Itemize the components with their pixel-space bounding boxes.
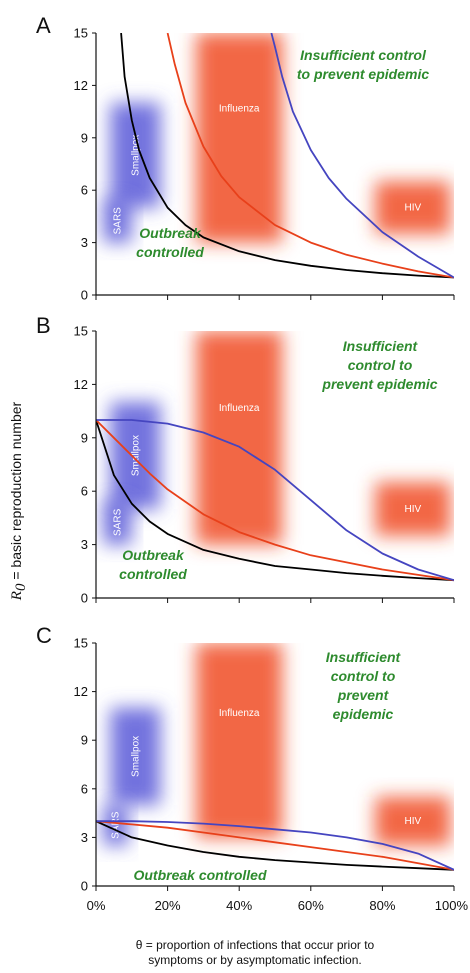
x-tick-label: 60% xyxy=(298,898,324,913)
blob-label-sars: SARS xyxy=(111,811,122,839)
blob-label-sars: SARS xyxy=(112,508,123,536)
x-axis-label-line-2: symptoms or by asymptomatic infection. xyxy=(148,953,362,967)
y-tick-label: 15 xyxy=(74,26,88,41)
region-label-outbreak-controlled: Outbreak controlled xyxy=(133,867,266,883)
blob-sars xyxy=(103,805,129,846)
blob-sars xyxy=(103,198,132,243)
panel-b: B Influenza HIV Smallpox SARS 0 3 6 9 12 15 Insuffi… xyxy=(36,313,455,606)
y-axis-label-symbol: R xyxy=(9,591,26,601)
y-tick-label: 6 xyxy=(81,484,88,499)
blob-hiv xyxy=(375,181,451,234)
y-tick-label: 15 xyxy=(74,636,88,651)
x-axis-label-line-1: θ = proportion of infections that occur … xyxy=(135,938,375,952)
blob-label-hiv: HIV xyxy=(404,504,421,515)
y-tick-label: 6 xyxy=(81,183,88,198)
region-label-insufficient-control: Insufficient control to prevent epidemic xyxy=(297,47,429,82)
y-axis-label: R0 = basic reproduction number xyxy=(4,402,34,600)
y-tick-label: 12 xyxy=(74,78,88,93)
blob-smallpox xyxy=(110,102,161,208)
curve-red xyxy=(96,419,454,582)
blob-label-smallpox: Smallpox xyxy=(130,736,141,777)
region-label-outbreak-controlled: Outbreak controlled xyxy=(119,547,187,582)
x-axis-label: θ = proportion of infections that occur … xyxy=(90,938,420,968)
figure-canvas: A Influenza HIV Smallpox SARS 0 3 6 9 12 15 Insuffi… xyxy=(36,13,468,913)
blob-influenza xyxy=(196,643,283,838)
y-tick-label: 9 xyxy=(81,130,88,145)
y-tick-label: 9 xyxy=(81,733,88,748)
x-tick-label: 20% xyxy=(155,898,181,913)
y-tick-label: 0 xyxy=(81,288,88,303)
y-tick-label: 0 xyxy=(81,591,88,606)
curve-blue xyxy=(96,820,454,871)
panel-c: C Influenza HIV Smallpox SARS 0 3 6 9 12 15 0% 20% 40… xyxy=(36,623,468,913)
curve-black xyxy=(96,820,454,871)
y-tick-label: 3 xyxy=(81,537,88,552)
curve-blue xyxy=(270,33,454,279)
region-label-outbreak-controlled: Outbreak controlled xyxy=(136,225,204,260)
region-label-insufficient-control: Insufficient control to prevent epidemic xyxy=(321,338,437,392)
region-label-insufficient-control: Insufficient control to prevent epidemic xyxy=(326,649,402,722)
y-tick-label: 6 xyxy=(81,781,88,796)
y-tick-label: 12 xyxy=(74,377,88,392)
y-tick-label: 12 xyxy=(74,684,88,699)
blob-influenza xyxy=(196,331,283,545)
y-tick-label: 15 xyxy=(74,324,88,339)
blob-label-sars: SARS xyxy=(112,207,123,235)
blob-label-smallpox: Smallpox xyxy=(130,435,141,476)
curve-blue xyxy=(96,419,454,582)
blob-smallpox xyxy=(110,707,161,805)
panel-letter: B xyxy=(36,313,51,338)
blob-label-influenza: Influenza xyxy=(219,403,260,414)
x-tick-label: 100% xyxy=(435,898,469,913)
y-axis-label-text: = basic reproduction number xyxy=(8,401,25,584)
x-tick-label: 40% xyxy=(226,898,252,913)
blob-label-hiv: HIV xyxy=(404,203,421,214)
y-tick-label: 3 xyxy=(81,235,88,250)
panel-letter: A xyxy=(36,13,51,38)
blob-influenza xyxy=(196,33,283,243)
x-tick-label: 0% xyxy=(87,898,106,913)
blob-label-influenza: Influenza xyxy=(219,104,260,115)
panel-a: A Influenza HIV Smallpox SARS 0 3 6 9 12 15 Insuffi… xyxy=(36,13,455,303)
y-tick-label: 9 xyxy=(81,430,88,445)
y-tick-label: 3 xyxy=(81,830,88,845)
panel-letter: C xyxy=(36,623,52,648)
curve-black xyxy=(120,33,454,279)
curve-red xyxy=(96,820,454,871)
y-axis-label-subscript: 0 xyxy=(12,583,29,592)
blob-hiv xyxy=(375,796,451,846)
y-tick-label: 0 xyxy=(81,879,88,894)
blob-label-smallpox: Smallpox xyxy=(130,135,141,176)
curve-black xyxy=(96,419,454,582)
x-tick-label: 80% xyxy=(369,898,395,913)
blob-hiv xyxy=(375,482,451,536)
blob-sars xyxy=(103,500,132,545)
curve-red xyxy=(166,33,454,279)
blob-label-hiv: HIV xyxy=(404,816,421,827)
blob-label-influenza: Influenza xyxy=(219,708,260,719)
